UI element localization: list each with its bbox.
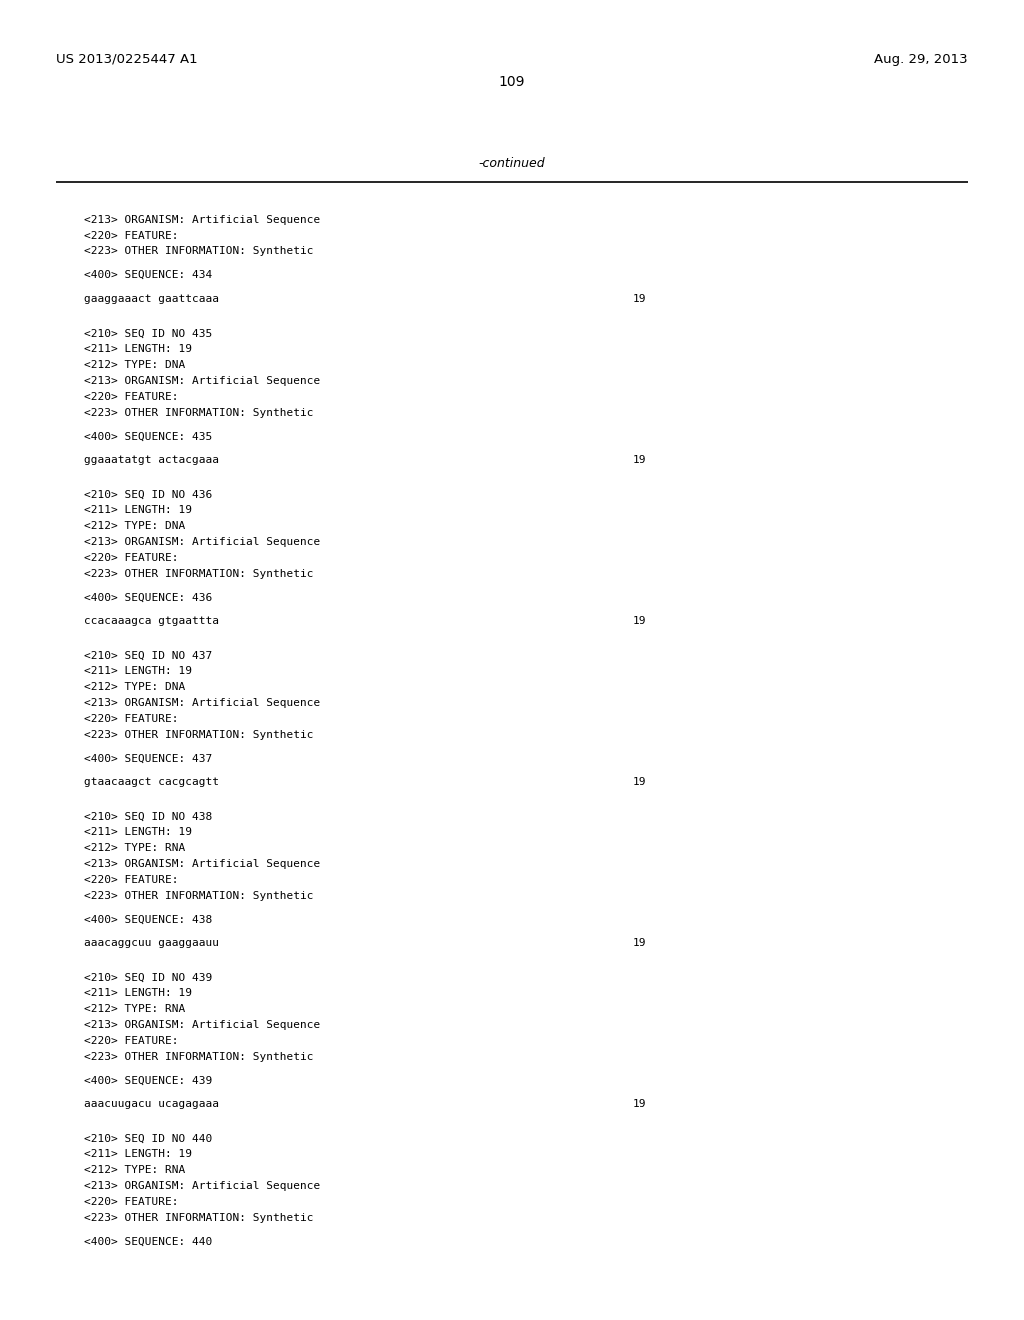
Text: 19: 19: [633, 939, 646, 948]
Text: Aug. 29, 2013: Aug. 29, 2013: [874, 53, 968, 66]
Text: <223> OTHER INFORMATION: Synthetic: <223> OTHER INFORMATION: Synthetic: [84, 569, 313, 578]
Text: <400> SEQUENCE: 438: <400> SEQUENCE: 438: [84, 915, 212, 924]
Text: <211> LENGTH: 19: <211> LENGTH: 19: [84, 828, 191, 837]
Text: <223> OTHER INFORMATION: Synthetic: <223> OTHER INFORMATION: Synthetic: [84, 730, 313, 739]
Text: <213> ORGANISM: Artificial Sequence: <213> ORGANISM: Artificial Sequence: [84, 859, 321, 869]
Text: <211> LENGTH: 19: <211> LENGTH: 19: [84, 1150, 191, 1159]
Text: <223> OTHER INFORMATION: Synthetic: <223> OTHER INFORMATION: Synthetic: [84, 1052, 313, 1061]
Text: <220> FEATURE:: <220> FEATURE:: [84, 231, 178, 240]
Text: <210> SEQ ID NO 440: <210> SEQ ID NO 440: [84, 1134, 212, 1143]
Text: <220> FEATURE:: <220> FEATURE:: [84, 392, 178, 401]
Text: ggaaatatgt actacgaaa: ggaaatatgt actacgaaa: [84, 455, 219, 465]
Text: <212> TYPE: RNA: <212> TYPE: RNA: [84, 1005, 185, 1014]
Text: <212> TYPE: RNA: <212> TYPE: RNA: [84, 1166, 185, 1175]
Text: <210> SEQ ID NO 436: <210> SEQ ID NO 436: [84, 490, 212, 499]
Text: gtaacaagct cacgcagtt: gtaacaagct cacgcagtt: [84, 777, 219, 787]
Text: <223> OTHER INFORMATION: Synthetic: <223> OTHER INFORMATION: Synthetic: [84, 247, 313, 256]
Text: <213> ORGANISM: Artificial Sequence: <213> ORGANISM: Artificial Sequence: [84, 1181, 321, 1191]
Text: <400> SEQUENCE: 440: <400> SEQUENCE: 440: [84, 1237, 212, 1246]
Text: <210> SEQ ID NO 439: <210> SEQ ID NO 439: [84, 973, 212, 982]
Text: <212> TYPE: RNA: <212> TYPE: RNA: [84, 843, 185, 853]
Text: <220> FEATURE:: <220> FEATURE:: [84, 1197, 178, 1206]
Text: <210> SEQ ID NO 438: <210> SEQ ID NO 438: [84, 812, 212, 821]
Text: 19: 19: [633, 777, 646, 787]
Text: <212> TYPE: DNA: <212> TYPE: DNA: [84, 682, 185, 692]
Text: 19: 19: [633, 455, 646, 465]
Text: <211> LENGTH: 19: <211> LENGTH: 19: [84, 506, 191, 515]
Text: 19: 19: [633, 616, 646, 626]
Text: <213> ORGANISM: Artificial Sequence: <213> ORGANISM: Artificial Sequence: [84, 698, 321, 708]
Text: <400> SEQUENCE: 439: <400> SEQUENCE: 439: [84, 1076, 212, 1085]
Text: <212> TYPE: DNA: <212> TYPE: DNA: [84, 360, 185, 370]
Text: aaacaggcuu gaaggaauu: aaacaggcuu gaaggaauu: [84, 939, 219, 948]
Text: <223> OTHER INFORMATION: Synthetic: <223> OTHER INFORMATION: Synthetic: [84, 408, 313, 417]
Text: <220> FEATURE:: <220> FEATURE:: [84, 553, 178, 562]
Text: 19: 19: [633, 1100, 646, 1109]
Text: <400> SEQUENCE: 435: <400> SEQUENCE: 435: [84, 432, 212, 441]
Text: <220> FEATURE:: <220> FEATURE:: [84, 1036, 178, 1045]
Text: <220> FEATURE:: <220> FEATURE:: [84, 875, 178, 884]
Text: gaaggaaact gaattcaaa: gaaggaaact gaattcaaa: [84, 294, 219, 304]
Text: <223> OTHER INFORMATION: Synthetic: <223> OTHER INFORMATION: Synthetic: [84, 1213, 313, 1222]
Text: <211> LENGTH: 19: <211> LENGTH: 19: [84, 345, 191, 354]
Text: <210> SEQ ID NO 437: <210> SEQ ID NO 437: [84, 651, 212, 660]
Text: <400> SEQUENCE: 437: <400> SEQUENCE: 437: [84, 754, 212, 763]
Text: <400> SEQUENCE: 434: <400> SEQUENCE: 434: [84, 271, 212, 280]
Text: <211> LENGTH: 19: <211> LENGTH: 19: [84, 667, 191, 676]
Text: 19: 19: [633, 294, 646, 304]
Text: <400> SEQUENCE: 436: <400> SEQUENCE: 436: [84, 593, 212, 602]
Text: <213> ORGANISM: Artificial Sequence: <213> ORGANISM: Artificial Sequence: [84, 1020, 321, 1030]
Text: ccacaaagca gtgaattta: ccacaaagca gtgaattta: [84, 616, 219, 626]
Text: <213> ORGANISM: Artificial Sequence: <213> ORGANISM: Artificial Sequence: [84, 537, 321, 546]
Text: <212> TYPE: DNA: <212> TYPE: DNA: [84, 521, 185, 531]
Text: <223> OTHER INFORMATION: Synthetic: <223> OTHER INFORMATION: Synthetic: [84, 891, 313, 900]
Text: -continued: -continued: [478, 157, 546, 170]
Text: <213> ORGANISM: Artificial Sequence: <213> ORGANISM: Artificial Sequence: [84, 215, 321, 224]
Text: <213> ORGANISM: Artificial Sequence: <213> ORGANISM: Artificial Sequence: [84, 376, 321, 385]
Text: aaacuugacu ucagagaaa: aaacuugacu ucagagaaa: [84, 1100, 219, 1109]
Text: <220> FEATURE:: <220> FEATURE:: [84, 714, 178, 723]
Text: 109: 109: [499, 75, 525, 88]
Text: <211> LENGTH: 19: <211> LENGTH: 19: [84, 989, 191, 998]
Text: <210> SEQ ID NO 435: <210> SEQ ID NO 435: [84, 329, 212, 338]
Text: US 2013/0225447 A1: US 2013/0225447 A1: [56, 53, 198, 66]
